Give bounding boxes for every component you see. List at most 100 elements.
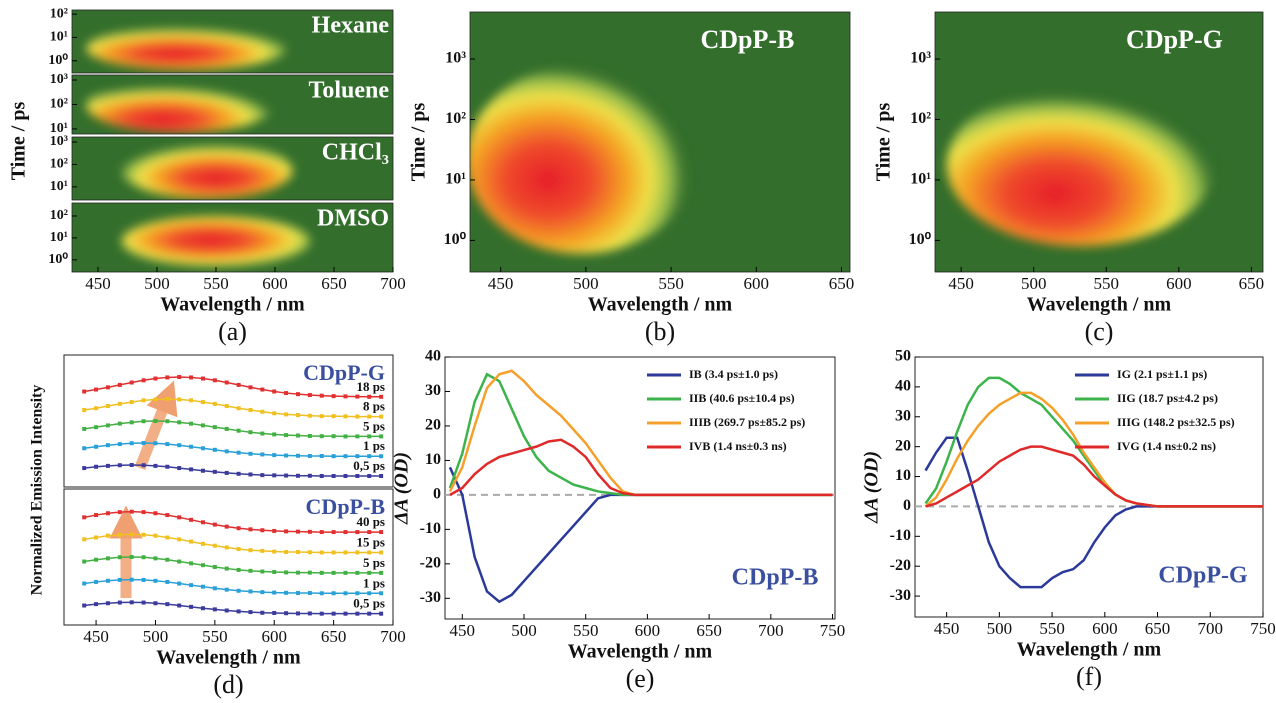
- series-marker: [153, 533, 158, 538]
- x-tick-label: 450: [934, 619, 960, 638]
- series-marker: [94, 444, 99, 449]
- series-marker: [236, 547, 241, 552]
- series-marker: [248, 451, 253, 456]
- x-axis-title: Wavelength / nm: [568, 641, 713, 663]
- series-marker: [94, 406, 99, 411]
- series-marker: [224, 587, 229, 592]
- series-marker: [224, 380, 229, 385]
- series-marker: [94, 387, 99, 392]
- heatmap-glow: [121, 141, 293, 199]
- y-tick-label: 10⁰: [48, 53, 68, 68]
- series-marker: [94, 464, 99, 469]
- series-marker: [355, 570, 360, 575]
- series-marker: [295, 550, 300, 555]
- legend-label: IIIB (269.7 ps±85.2 ps): [689, 415, 805, 429]
- heatmap-panel: [72, 75, 393, 134]
- series-marker: [105, 556, 110, 561]
- x-tick-label: 650: [1145, 619, 1171, 638]
- series-marker: [319, 434, 324, 439]
- y-axis-title: ΔA (OD): [861, 451, 883, 524]
- series-marker: [284, 590, 289, 595]
- panel-frame: [444, 356, 836, 620]
- series-marker: [82, 389, 87, 394]
- series-marker: [343, 474, 348, 478]
- y-tick-label: -20: [420, 555, 441, 572]
- series-marker: [331, 474, 336, 478]
- legend-label: IIG (18.7 ps±4.2 ps): [1117, 391, 1218, 405]
- series-marker: [236, 588, 241, 593]
- panel-label: CDpP-B: [732, 565, 819, 591]
- series-marker: [153, 419, 158, 423]
- series-marker: [189, 398, 194, 403]
- series-marker: [331, 454, 336, 459]
- series-marker: [379, 550, 384, 555]
- y-tick-label: 10⁰: [444, 231, 467, 248]
- heatmap-glow: [86, 78, 275, 133]
- heatmap-panel: [72, 203, 393, 272]
- series-marker: [236, 471, 241, 476]
- series-marker: [141, 378, 146, 383]
- series-label: 5 ps: [363, 418, 385, 433]
- series-marker: [94, 602, 99, 607]
- y-tick-label: 10: [895, 467, 911, 484]
- series-marker: [212, 564, 217, 569]
- series-marker: [212, 522, 217, 527]
- series-marker: [200, 468, 205, 473]
- series-marker: [343, 570, 348, 575]
- series-marker: [319, 474, 324, 478]
- series-marker: [295, 570, 300, 575]
- series-marker: [307, 413, 312, 418]
- panel-label: Toluene: [309, 78, 390, 104]
- y-tick-label: 30: [895, 407, 911, 424]
- series-marker: [319, 591, 324, 596]
- x-tick-label: 650: [321, 274, 347, 293]
- x-axis-title: Wavelength / nm: [588, 294, 733, 316]
- series-marker: [260, 431, 265, 436]
- x-tick-label: 450: [83, 627, 109, 646]
- panel-label: DMSO: [317, 206, 389, 232]
- legend-label: IG (2.1 ps±1.1 ps): [1117, 367, 1207, 381]
- panel-frame: [914, 356, 1264, 618]
- panel-caption: (b): [645, 317, 675, 346]
- series-marker: [319, 570, 324, 575]
- series-marker: [94, 425, 99, 430]
- series-marker: [379, 434, 384, 439]
- series-marker: [343, 530, 348, 535]
- series-marker: [248, 472, 253, 477]
- series-marker: [189, 604, 194, 609]
- series-marker: [141, 532, 146, 537]
- x-tick-label: 750: [1250, 619, 1276, 638]
- legend-label: IVG (1.4 ns±0.2 ns): [1117, 439, 1216, 453]
- series-marker: [343, 550, 348, 555]
- series-marker: [177, 420, 182, 425]
- y-axis-title: Time / ps: [408, 103, 430, 182]
- series-marker: [355, 414, 360, 419]
- series-marker: [284, 611, 289, 616]
- series-marker: [260, 452, 265, 457]
- series-marker: [367, 394, 372, 399]
- panel-frame: [63, 354, 394, 488]
- panel-label: CDpP-G: [303, 360, 385, 385]
- y-tick-label: 20: [425, 417, 441, 434]
- panel-label: Hexane: [312, 13, 390, 39]
- panel-caption: (c): [1085, 317, 1114, 346]
- series-marker: [189, 467, 194, 472]
- series-marker: [248, 430, 253, 435]
- series-marker: [224, 470, 229, 475]
- series-line: [84, 398, 382, 418]
- x-tick-label: 550: [1094, 274, 1120, 293]
- series-marker: [200, 541, 205, 546]
- series-marker: [379, 394, 384, 399]
- heatmap-panel: [470, 12, 850, 272]
- series-marker: [212, 543, 217, 548]
- series-marker: [82, 408, 87, 412]
- panel-frame: [63, 488, 394, 626]
- series-marker: [343, 591, 348, 596]
- series-marker: [117, 382, 122, 387]
- series-marker: [331, 611, 336, 616]
- panel-label: CDpP-G: [1158, 563, 1248, 589]
- x-tick-label: 550: [202, 627, 228, 646]
- series-marker: [212, 586, 217, 591]
